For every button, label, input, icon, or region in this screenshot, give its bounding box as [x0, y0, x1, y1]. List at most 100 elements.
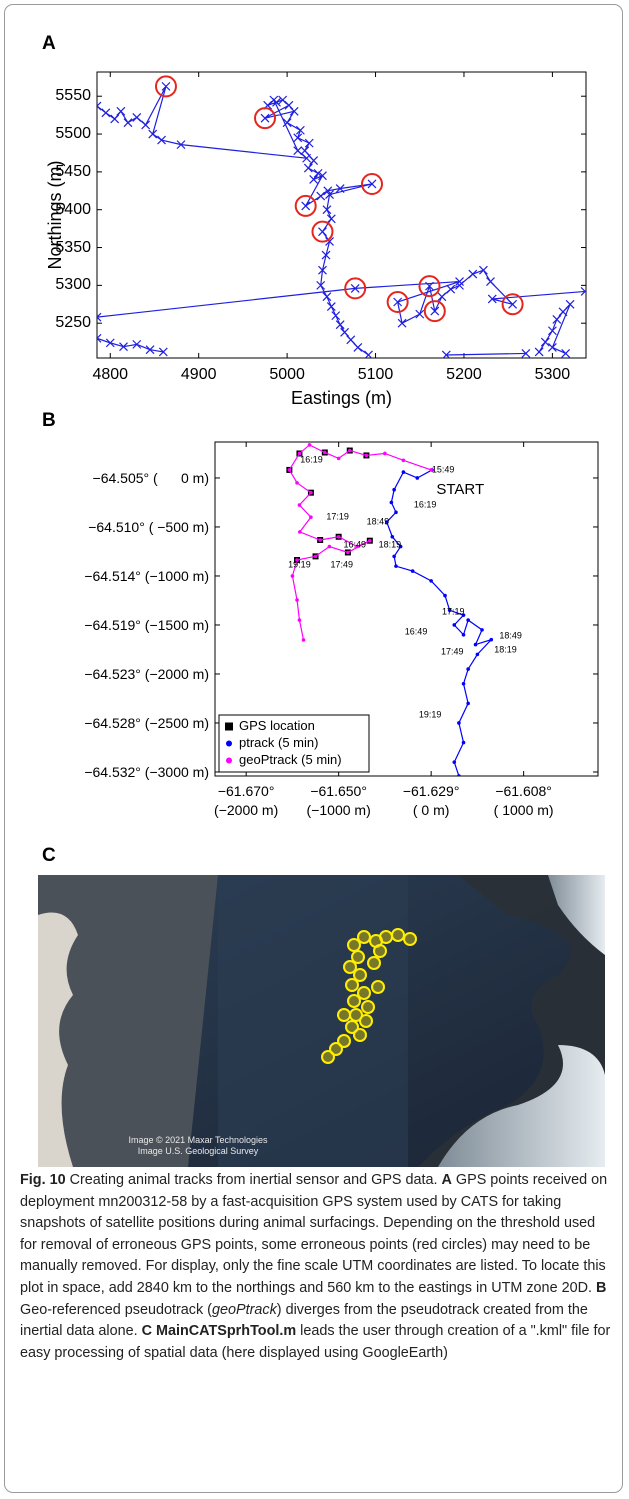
track-point	[466, 702, 470, 706]
legend-swatch	[225, 723, 233, 731]
panel-label: A	[42, 33, 56, 55]
y-tick-label: −64.514° (−1000 m)	[84, 565, 209, 587]
track-point	[411, 569, 415, 573]
chart-a: Northings (m)480049005000510052005300525…	[0, 60, 629, 405]
track-point	[314, 555, 318, 559]
panel-label: C	[42, 845, 56, 867]
track-point	[298, 618, 302, 622]
track-point	[474, 643, 478, 647]
track-point	[318, 538, 322, 542]
annotation: 16:19	[414, 499, 437, 509]
track-point	[443, 594, 447, 598]
track-point	[392, 555, 396, 559]
annotation: 17:49	[330, 559, 353, 569]
annotation: 18:19	[379, 539, 402, 549]
caption-text: B	[596, 1280, 606, 1296]
annotation: 16:19	[300, 454, 323, 464]
track-point	[383, 452, 387, 456]
caption-text: Geo-referenced pseudotrack (	[20, 1302, 212, 1318]
track-point	[394, 564, 398, 568]
y-tick-label: −64.532° (−3000 m)	[84, 761, 209, 783]
track-point	[337, 535, 341, 539]
annotation: 18:49	[367, 516, 390, 526]
caption-text: Creating animal tracks from inertial sen…	[66, 1172, 442, 1188]
y-tick-label: −64.505° ( 0 m)	[93, 467, 209, 489]
track-point	[291, 574, 295, 578]
track-point	[295, 598, 299, 602]
track-point	[346, 551, 350, 555]
caption-text: C MainCATSprhTool.m	[142, 1323, 297, 1339]
annotation: 18:19	[494, 644, 517, 654]
caption-text: geoPtrack	[212, 1302, 277, 1318]
track-point	[391, 535, 395, 539]
track-point	[462, 741, 466, 745]
track-point	[402, 459, 406, 463]
y-tick-label: −64.523° (−2000 m)	[84, 663, 209, 685]
y-tick-label: −64.519° (−1500 m)	[84, 614, 209, 636]
track-point	[348, 449, 352, 453]
legend-swatch	[226, 758, 232, 764]
caption-text: A	[442, 1172, 452, 1188]
y-tick-label: 5450	[55, 161, 91, 183]
annotation: 17:19	[442, 606, 465, 616]
track-point	[328, 545, 332, 549]
track-point	[402, 470, 406, 474]
track-point	[394, 510, 398, 514]
track-point	[457, 774, 461, 778]
annotation: 15:49	[432, 464, 455, 474]
track-point	[480, 628, 484, 632]
track-point	[309, 515, 313, 519]
track-point	[466, 667, 470, 671]
annotation: 19:19	[288, 559, 311, 569]
image-credit: Image U.S. Geological Survey	[138, 1146, 259, 1156]
tile	[218, 875, 408, 1167]
y-tick-label: 5300	[55, 274, 91, 296]
track-point	[466, 618, 470, 622]
caption-text: Fig. 10	[20, 1172, 66, 1188]
track-point	[295, 481, 299, 485]
y-tick-label: 5250	[55, 312, 91, 334]
track-point	[476, 653, 480, 657]
x-tick-label: −61.608° ( 1000 m)	[454, 782, 594, 820]
track-point	[308, 443, 312, 447]
track-point	[337, 457, 341, 461]
track-point	[298, 530, 302, 534]
track-point	[462, 682, 466, 686]
track-point	[302, 638, 306, 642]
legend-label: GPS location	[239, 718, 315, 733]
annotation: 18:49	[499, 630, 522, 640]
annotation: 16:49	[343, 539, 366, 549]
image-credit: Image © 2021 Maxar Technologies	[128, 1135, 268, 1145]
plot: Northings (m)	[0, 60, 629, 405]
satellite-image: Image © 2021 Maxar Technologies Image U.…	[38, 875, 605, 1167]
y-tick-label: −64.510° ( −500 m)	[88, 516, 209, 538]
legend-label: geoPtrack (5 min)	[239, 752, 342, 767]
annotation: 19:19	[419, 709, 442, 719]
annotation: 16:49	[405, 626, 428, 636]
figure-caption: Fig. 10 Creating animal tracks from iner…	[20, 1170, 614, 1364]
page: A B C Northings (m)480049005000510052005…	[0, 0, 629, 1499]
annotation: START	[436, 481, 484, 498]
track-point	[288, 468, 292, 472]
legend-swatch	[226, 741, 232, 747]
track-point	[452, 623, 456, 627]
y-tick-label: 5500	[55, 123, 91, 145]
y-tick-label: 5400	[55, 199, 91, 221]
y-tick-label: −64.528° (−2500 m)	[84, 712, 209, 734]
annotation: 17:49	[441, 646, 464, 656]
caption-text: GPS points received on deployment mn2003…	[20, 1172, 607, 1296]
y-tick-label: 5350	[55, 237, 91, 259]
legend-label: ptrack (5 min)	[239, 735, 318, 750]
y-tick-label: 5550	[55, 85, 91, 107]
track-point	[457, 721, 461, 725]
track-point	[365, 454, 369, 458]
x-axis-label: Eastings (m)	[97, 388, 586, 409]
track-point	[489, 638, 493, 642]
track-point	[298, 503, 302, 507]
track-point	[309, 491, 313, 495]
track-point	[368, 539, 372, 543]
track-point	[390, 501, 394, 505]
track-point	[415, 476, 419, 480]
panel-label: B	[42, 410, 56, 432]
